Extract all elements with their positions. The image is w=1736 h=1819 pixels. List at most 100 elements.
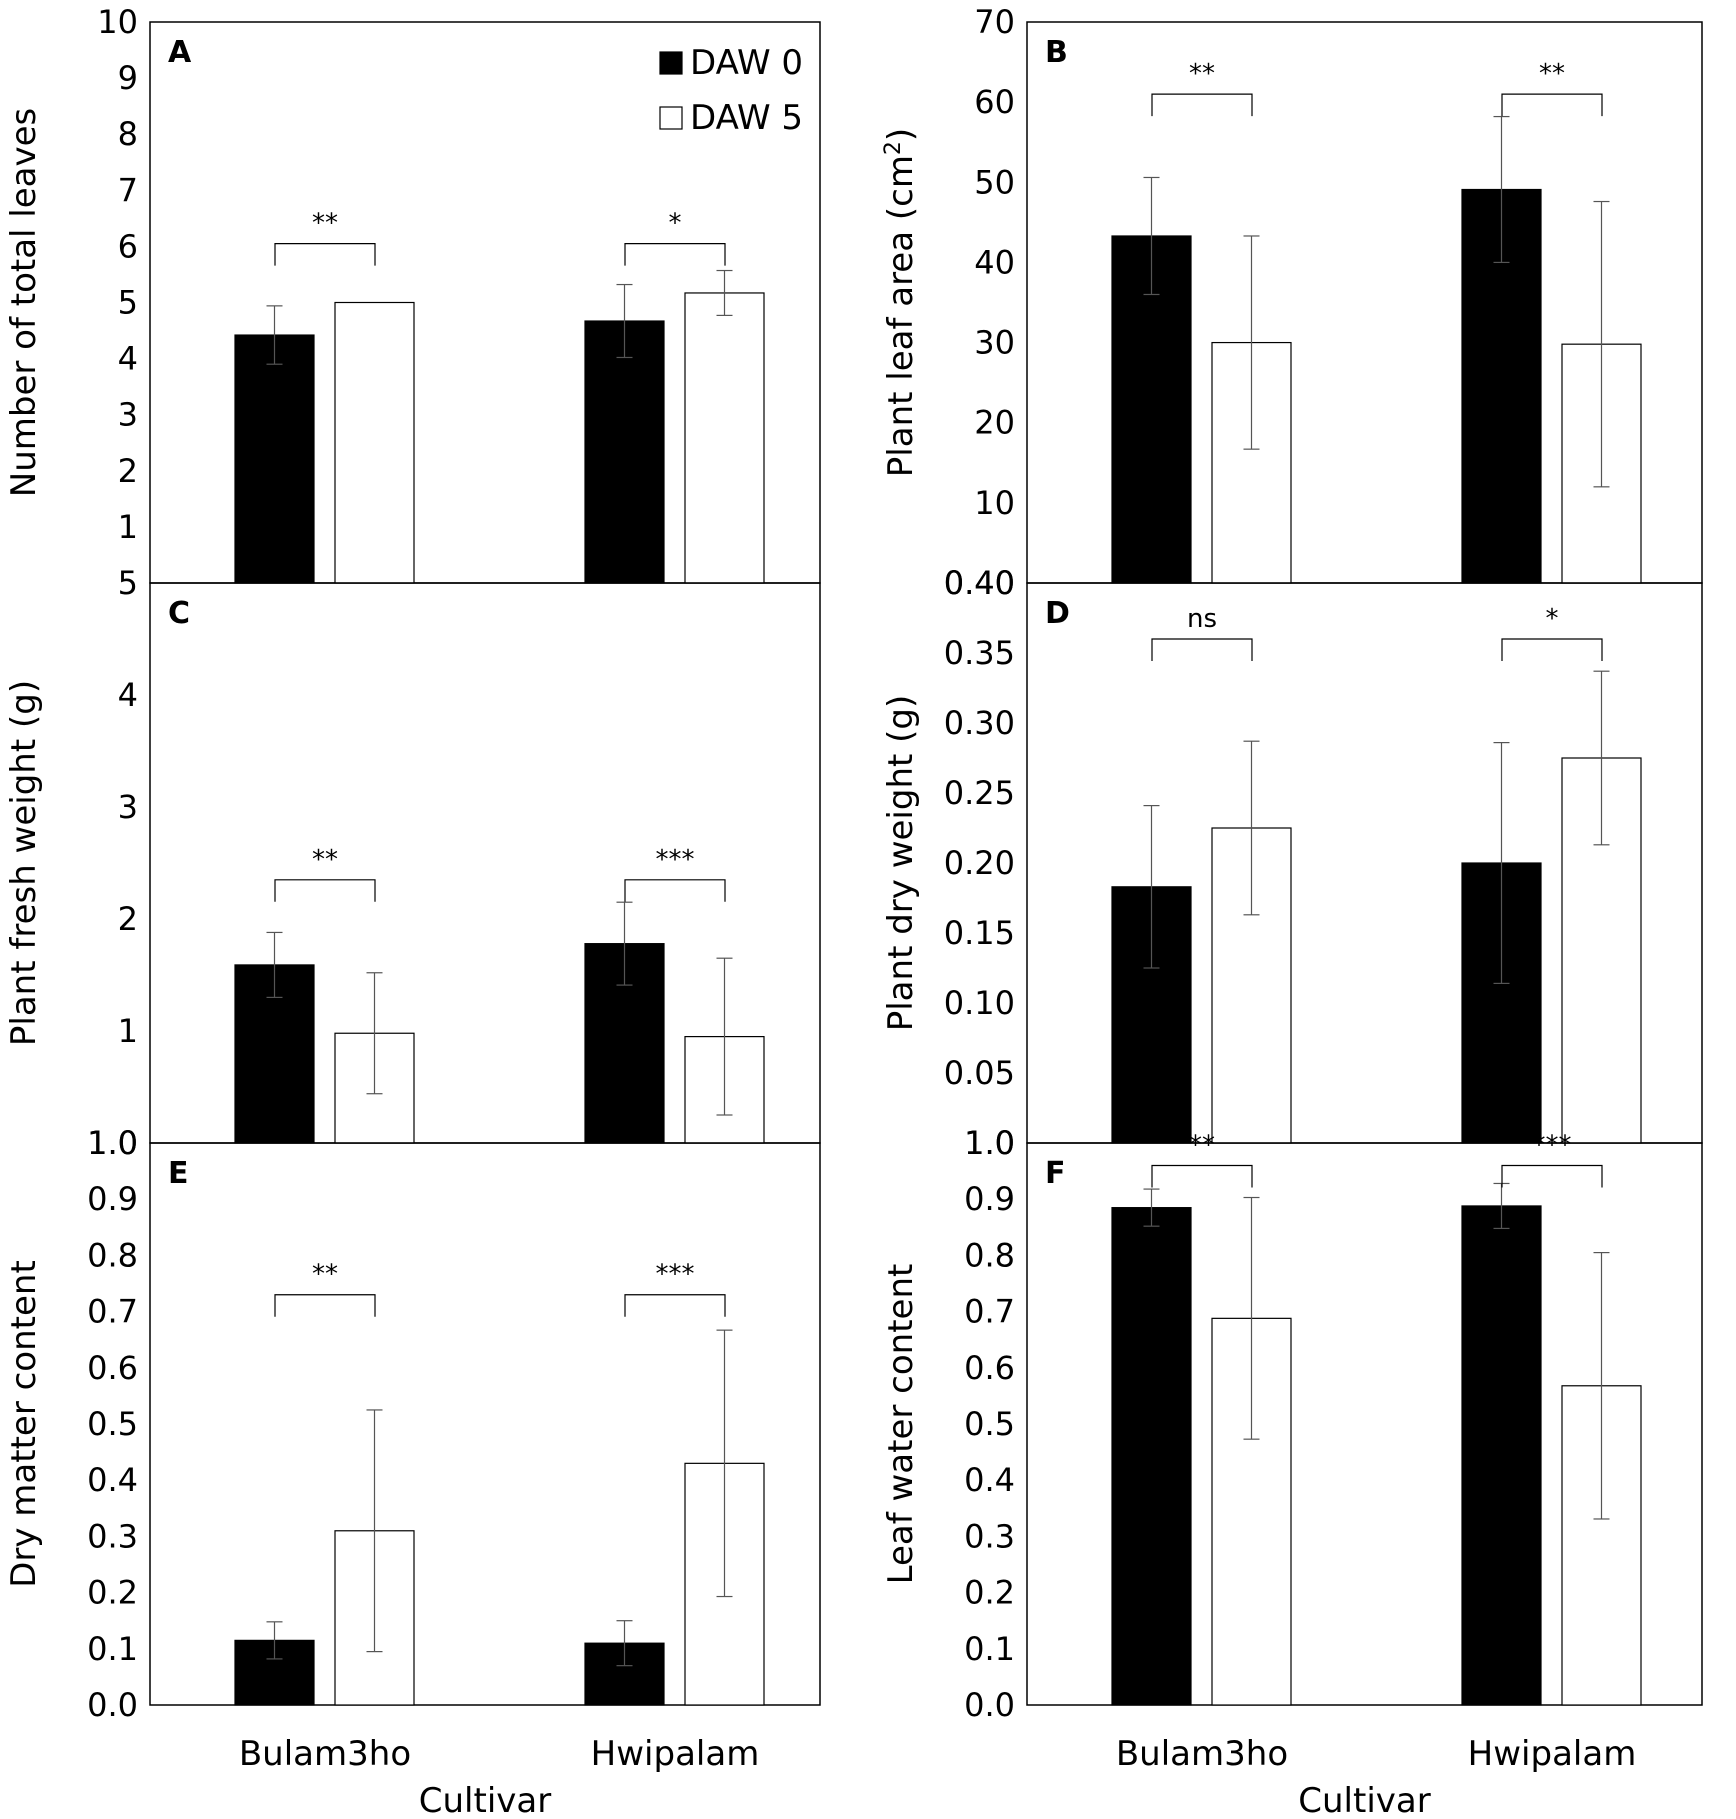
y-tick-label: 0.8 [87, 1236, 138, 1274]
y-tick-label: 70 [974, 3, 1015, 41]
y-tick-label: 0.9 [87, 1180, 138, 1218]
significance-bracket [1151, 638, 1253, 661]
y-tick-label: 1.0 [87, 1124, 138, 1162]
bar-daw-0-hwipalam [1461, 1205, 1542, 1706]
y-tick-label: 0.5 [87, 1405, 138, 1443]
significance-label: ** [1189, 1130, 1215, 1160]
panel-label: F [1045, 1156, 1066, 1191]
y-tick-label: 1 [118, 1012, 138, 1050]
y-tick-label: 8 [118, 115, 138, 153]
y-tick-label: 30 [974, 324, 1015, 362]
legend-label: DAW 5 [690, 98, 803, 138]
y-tick-label: 9 [118, 59, 138, 97]
bar-daw-5-hwipalam [684, 292, 765, 584]
y-axis-label: Leaf water content [881, 1264, 921, 1585]
significance-label: *** [656, 845, 695, 875]
y-tick-label: 1.0 [964, 1124, 1015, 1162]
y-tick-label: 2 [118, 452, 138, 490]
y-tick-label: 0.3 [87, 1517, 138, 1555]
significance-bracket [624, 242, 726, 266]
panel-frame [1026, 1142, 1703, 1706]
x-tick-label: Hwipalam [591, 1734, 760, 1774]
x-axis-label: Cultivar [419, 1781, 551, 1819]
y-tick-label: 0.6 [87, 1349, 138, 1387]
y-tick-label: 0.9 [964, 1180, 1015, 1218]
y-tick-label: 20 [974, 404, 1015, 442]
panel-label: E [168, 1156, 189, 1191]
y-tick-label: 0.0 [87, 1686, 138, 1724]
bar-daw-0-bulam3ho [1111, 1207, 1192, 1706]
significance-label: ** [1189, 59, 1215, 89]
y-axis-label: Plant leaf area (cm2) [881, 128, 921, 477]
significance-bracket [624, 1294, 726, 1317]
panel-d: D 1.0 0.05 0.10 0.15 0.20 0.25 0.30 0.35 0.40 Plan… [881, 564, 1703, 1162]
y-axis-label: Dry matter content [4, 1260, 44, 1588]
y-tick-label: 2 [118, 900, 138, 938]
y-tick-label: 0.0 [964, 1686, 1015, 1724]
y-tick-label: 0.10 [944, 984, 1015, 1022]
y-tick-label: 10 [974, 484, 1015, 522]
y-tick-label: 6 [118, 227, 138, 265]
y-tick-label: 3 [118, 788, 138, 826]
significance-bracket [274, 242, 376, 266]
panel-label: C [168, 596, 190, 631]
significance-bracket [274, 1294, 376, 1317]
y-tick-label: 40 [974, 243, 1015, 281]
x-tick-label: Bulam3ho [1116, 1734, 1288, 1774]
significance-label: * [1546, 604, 1559, 634]
y-tick-label: 0.35 [944, 634, 1015, 672]
y-tick-label: 0.7 [87, 1293, 138, 1331]
y-tick-label: 1.0 [964, 1124, 1015, 1162]
significance-label: *** [1533, 1130, 1572, 1160]
bar-daw-0-bulam3ho [234, 334, 315, 584]
y-tick-label: 0.5 [964, 1405, 1015, 1443]
y-tick-label: 0.20 [944, 844, 1015, 882]
significance-label: ** [312, 1260, 338, 1290]
significance-bracket [1501, 638, 1603, 661]
y-tick-label: 0.4 [87, 1461, 138, 1499]
significance-label: * [669, 209, 682, 239]
y-axis-label: Plant fresh weight (g) [4, 680, 44, 1046]
y-tick-label: 0.25 [944, 774, 1015, 812]
y-tick-label: 0.1 [87, 1630, 138, 1668]
legend-swatch-daw-5 [659, 106, 683, 130]
panel-label: D [1045, 596, 1070, 631]
significance-label: *** [656, 1260, 695, 1290]
y-tick-label: 5 [118, 564, 138, 602]
significance-bracket [1501, 93, 1603, 117]
panel-b: B 0.40 10 20 30 40 50 60 70 Plant leaf area (cm2)… [881, 3, 1703, 602]
y-tick-label: 4 [118, 676, 138, 714]
y-tick-label: 0.40 [944, 564, 1015, 602]
legend-swatch-daw-0 [659, 51, 683, 75]
y-tick-label: 0.40 [944, 564, 1015, 602]
panel-label: B [1045, 35, 1068, 70]
x-tick-label: Bulam3ho [239, 1734, 411, 1774]
significance-bracket [274, 879, 376, 902]
y-tick-label: 0.2 [964, 1574, 1015, 1612]
significance-bracket [1151, 1164, 1253, 1188]
significance-label: ** [312, 209, 338, 239]
significance-bracket [1151, 93, 1253, 117]
y-tick-label: 0.1 [964, 1630, 1015, 1668]
y-tick-label: 0.3 [964, 1517, 1015, 1555]
significance-bracket [1501, 1164, 1603, 1188]
y-tick-label: 0.2 [87, 1574, 138, 1612]
legend-label: DAW 0 [690, 43, 803, 83]
y-tick-label: 0.8 [964, 1236, 1015, 1274]
bar-daw-5-bulam3ho [334, 301, 415, 584]
y-tick-label: 0.05 [944, 1054, 1015, 1092]
y-tick-label: 1 [118, 508, 138, 546]
significance-label: ** [1539, 59, 1565, 89]
panel-label: A [168, 35, 192, 70]
y-tick-label: 0.7 [964, 1293, 1015, 1331]
panel-f: F 0.0 0.1 0.2 0.3 0.4 0.5 0.6 0.7 0.8 0.9 1.0 Leaf w… [881, 1124, 1703, 1819]
y-tick-label: 0.30 [944, 704, 1015, 742]
x-axis-label: Cultivar [1298, 1781, 1430, 1819]
panel-e: E 0.0 0.1 0.2 0.3 0.4 0.5 0.6 0.7 0.8 0.9 1.0 Dry ma… [4, 1124, 821, 1819]
y-tick-label: 7 [118, 171, 138, 209]
significance-label: ** [312, 845, 338, 875]
y-tick-label: 1.0 [87, 1124, 138, 1162]
y-tick-label: 3 [118, 396, 138, 434]
